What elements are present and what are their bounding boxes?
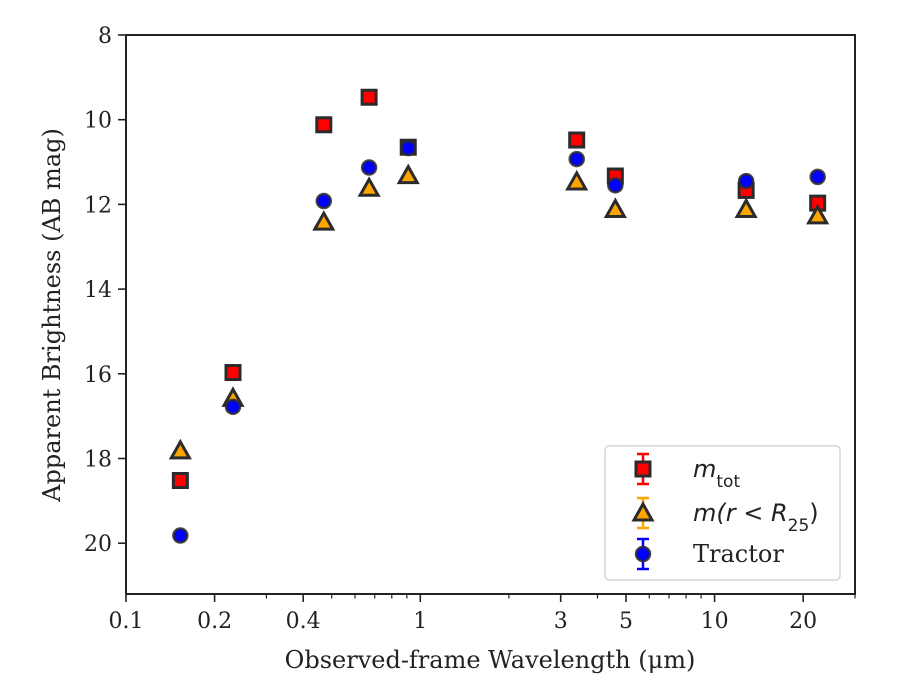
data-point-circle — [315, 192, 333, 210]
x-tick-label: 0.4 — [286, 609, 321, 634]
y-tick-label: 14 — [84, 278, 112, 303]
y-tick-label: 16 — [84, 363, 112, 388]
legend-entry-square: mtot — [634, 452, 740, 492]
plot-frame — [125, 34, 856, 595]
data-point-square — [171, 472, 189, 490]
y-tick-label: 10 — [84, 109, 112, 134]
data-point-triangle — [603, 197, 627, 218]
y-axis-ticks: 8 10 12 14 16 18 20 — [84, 24, 126, 557]
x-tick-label: 10 — [701, 609, 729, 634]
legend-marker-triangle — [631, 500, 655, 522]
data-point-square — [224, 364, 242, 382]
x-tick-label: 0.1 — [109, 609, 144, 634]
legend-label: Tractor — [693, 540, 784, 568]
data-point-triangle — [565, 169, 589, 191]
y-tick-label: 20 — [84, 532, 112, 557]
legend-box — [604, 445, 841, 581]
data-point-triangle — [168, 438, 192, 460]
data-markers — [168, 88, 830, 544]
y-tick-label: 8 — [98, 24, 112, 49]
y-tick-label: 18 — [84, 447, 112, 472]
x-tick-label: 20 — [789, 609, 817, 634]
legend-marker-square — [634, 460, 652, 478]
data-point-triangle — [806, 203, 830, 225]
data-point-circle — [399, 139, 417, 157]
legend: mtot m(r < R25) Tractor — [604, 445, 841, 581]
x-axis-label: Observed-frame Wavelength (μm) — [285, 646, 696, 674]
y-tick-label: 12 — [84, 193, 112, 218]
y-axis-label: Apparent Brightness (AB mag) — [38, 128, 66, 503]
x-tick-label: 1 — [413, 609, 427, 634]
legend-marker-circle — [634, 545, 652, 563]
data-point-triangle — [357, 176, 381, 197]
x-tick-label: 5 — [619, 609, 633, 634]
data-point-square — [568, 131, 586, 149]
legend-entry-triangle: m(r < R25) — [631, 496, 819, 536]
data-point-circle — [809, 168, 826, 186]
data-point-triangle — [312, 210, 336, 231]
data-point-circle — [172, 527, 189, 544]
x-axis-ticks: 0.1 0.2 0.4 1 3 5 10 20 — [109, 594, 856, 634]
legend-label: mtot — [693, 455, 740, 492]
data-point-square — [360, 88, 378, 106]
data-point-square — [315, 116, 333, 134]
data-point-circle — [568, 150, 585, 168]
data-point-circle — [607, 177, 624, 194]
legend-entry-circle: Tractor — [634, 537, 784, 571]
data-point-triangle — [396, 163, 420, 185]
data-point-circle — [224, 398, 242, 416]
data-point-circle — [360, 159, 378, 176]
data-point-triangle — [734, 197, 758, 218]
data-point-circle — [737, 172, 755, 190]
x-tick-label: 3 — [554, 609, 568, 634]
x-tick-label: 0.2 — [197, 609, 232, 634]
legend-label: m(r < R25) — [693, 499, 819, 536]
